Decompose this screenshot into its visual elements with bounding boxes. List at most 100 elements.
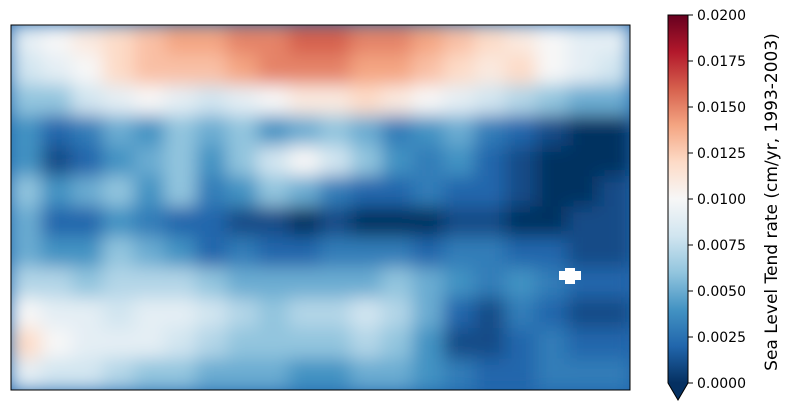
heatmap-cell (11, 54, 43, 87)
heatmap-cell (257, 25, 291, 57)
heatmap-cell (598, 84, 630, 118)
heatmap-cell (257, 297, 291, 331)
heatmap-cell (319, 84, 353, 118)
heatmap-cell (443, 176, 477, 209)
heatmap-cell (102, 297, 136, 331)
heatmap-cell (164, 236, 198, 270)
heatmap-cell (40, 84, 74, 118)
heatmap-cell (164, 206, 198, 239)
heatmap-cell (567, 328, 601, 361)
heatmap-cell (505, 358, 539, 390)
heatmap-cell (257, 267, 291, 300)
heatmap-cell (40, 115, 74, 148)
heatmap-cell (381, 115, 415, 148)
heatmap-cell (102, 236, 136, 270)
heatmap-cell (598, 297, 630, 331)
heatmap-cell (474, 84, 508, 118)
heatmap-cell (567, 176, 601, 209)
heatmap-cell (11, 297, 43, 331)
heatmap-cell (474, 115, 508, 148)
heatmap-cell (536, 206, 570, 239)
heatmap-cell (505, 145, 539, 179)
heatmap-cell (164, 145, 198, 179)
heatmap-cell (505, 206, 539, 239)
heatmap-cell (195, 54, 229, 87)
heatmap-cell (381, 358, 415, 390)
heatmap-cell (474, 176, 508, 209)
heatmap-cell (598, 267, 630, 300)
heatmap-cell (536, 145, 570, 179)
heatmap-cell (350, 115, 384, 148)
heatmap-cell (102, 328, 136, 361)
heatmap-cell (288, 267, 322, 300)
heatmap-cell (505, 176, 539, 209)
colorbar-tick-label: 0.0050 (697, 284, 746, 300)
heatmap-cell (567, 236, 601, 270)
heatmap-cell (133, 297, 167, 331)
heatmap-cell (164, 54, 198, 87)
heatmap-cell (102, 25, 136, 57)
colorbar-ticks: 0.0000 0.0025 0.0050 0.0075 0.0100 0.0125 0.01… (688, 8, 746, 392)
heatmap-cell (102, 358, 136, 390)
heatmap-cell (505, 115, 539, 148)
heatmap-cell (288, 328, 322, 361)
heatmap-cell (164, 115, 198, 148)
heatmap-cell (505, 84, 539, 118)
heatmap-cell (11, 84, 43, 118)
heatmap-cell (350, 328, 384, 361)
heatmap-cell (40, 358, 74, 390)
heatmap-cell (11, 25, 43, 57)
heatmap-cell (443, 236, 477, 270)
heatmap-cell (412, 145, 446, 179)
colorbar-label: Sea Level Tend rate (cm/yr, 1993-2003) (762, 33, 782, 371)
heatmap-cell (443, 297, 477, 331)
heatmap-cell (443, 206, 477, 239)
heatmap-cell (288, 84, 322, 118)
heatmap-cell (226, 328, 260, 361)
heatmap-cell (474, 328, 508, 361)
heatmap-cell (412, 297, 446, 331)
heatmap-cell (474, 54, 508, 87)
heatmap-cell (381, 25, 415, 57)
heatmap-cell (443, 84, 477, 118)
heatmap-cell (102, 176, 136, 209)
heatmap-cell (319, 25, 353, 57)
heatmap-cell (11, 236, 43, 270)
heatmap-cell (412, 54, 446, 87)
heatmap-cell (40, 236, 74, 270)
heatmap-cell (288, 206, 322, 239)
heatmap-cell (40, 54, 74, 87)
heatmap-cell (412, 84, 446, 118)
heatmap-cell (226, 297, 260, 331)
heatmap-cell (350, 176, 384, 209)
heatmap-cell (164, 25, 198, 57)
heatmap-cell (536, 176, 570, 209)
heatmap-cell (71, 206, 105, 239)
heatmap-cell (226, 267, 260, 300)
heatmap-cell (381, 236, 415, 270)
heatmap-cell (505, 328, 539, 361)
heatmap-cell (226, 84, 260, 118)
heatmap-cell (226, 25, 260, 57)
heatmap-cell (412, 115, 446, 148)
heatmap-cell (567, 84, 601, 118)
heatmap-cell (319, 115, 353, 148)
heatmap-cell (226, 115, 260, 148)
heatmap-cell (164, 176, 198, 209)
heatmap-cell (381, 145, 415, 179)
heatmap-cell (443, 358, 477, 390)
heatmap-cell (133, 84, 167, 118)
heatmap-cell (443, 54, 477, 87)
heatmap-cell (443, 25, 477, 57)
heatmap-cell (567, 115, 601, 148)
heatmap-cell (350, 297, 384, 331)
heatmap-cell (102, 84, 136, 118)
heatmap-cell (11, 176, 43, 209)
missing-data-cross (559, 268, 581, 284)
colorbar-min-extension (668, 383, 688, 400)
heatmap-cell (71, 115, 105, 148)
heatmap-cell (102, 267, 136, 300)
colorbar-tick-label: 0.0200 (697, 8, 746, 24)
heatmap-cell (288, 25, 322, 57)
heatmap-cell (381, 297, 415, 331)
